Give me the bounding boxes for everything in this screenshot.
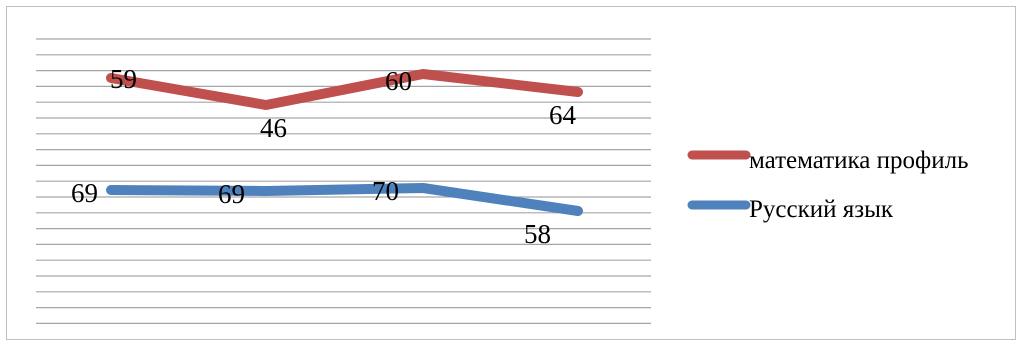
chart-area [6,6,1016,340]
data-label: 69 [218,179,245,209]
gridlines [36,38,651,324]
legend-item-math: математика профиль [687,147,968,174]
data-label: 64 [549,100,577,130]
data-label: 58 [524,219,551,249]
legend-label-math: математика профиль [749,147,968,174]
legend: математика профиль Русский язык [687,147,968,223]
series-line-1 [106,183,583,216]
legend-label-russian: Русский язык [749,196,894,223]
series-line-0 [106,69,583,110]
data-label: 46 [260,113,287,143]
data-label: 59 [110,64,137,94]
data-label: 69 [71,178,98,208]
data-labels: 59 46 60 64 69 69 70 58 [71,64,577,249]
legend-item-russian: Русский язык [687,196,894,223]
series-lines [106,69,583,216]
data-label: 60 [385,66,412,96]
data-label: 70 [372,176,399,206]
